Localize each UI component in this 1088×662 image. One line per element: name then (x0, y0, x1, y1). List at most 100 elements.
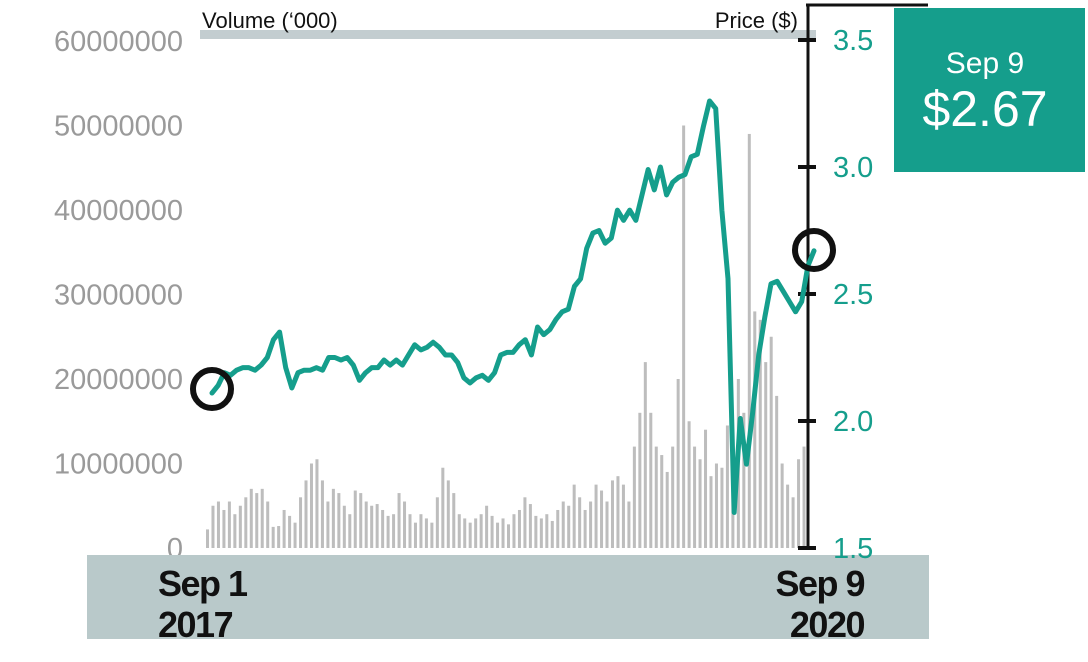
volume-bar (211, 505, 215, 548)
volume-bar (572, 484, 576, 549)
volume-bar (474, 518, 478, 548)
volume-bar (682, 125, 686, 548)
volume-bar (446, 480, 450, 548)
volume-bar (359, 493, 363, 548)
volume-bar (304, 480, 308, 548)
volume-bar (720, 467, 724, 548)
end-year-label: 2020 (790, 604, 865, 645)
volume-bar (512, 514, 516, 548)
volume-bar (583, 509, 587, 548)
volume-bar (638, 412, 642, 548)
volume-bar (375, 504, 379, 548)
volume-bar (698, 459, 702, 548)
volume-bar (271, 526, 275, 549)
volume-bar (457, 514, 461, 548)
volume-bar (430, 522, 434, 548)
volume-bar (539, 518, 543, 548)
volume-bar (266, 501, 270, 548)
date-band (87, 555, 929, 639)
volume-bar (550, 520, 554, 548)
volume-tick-labels: 60000000 50000000 40000000 30000000 20000000… (54, 26, 183, 565)
volume-bar (517, 509, 521, 548)
volume-bar (621, 484, 625, 549)
volume-bar (671, 446, 675, 548)
volume-bar (485, 505, 489, 548)
volume-bar (315, 459, 319, 548)
volume-bar (479, 514, 483, 548)
volume-tick-label: 60000000 (54, 26, 183, 58)
volume-bar (403, 501, 407, 548)
volume-bar (654, 446, 658, 548)
volume-bar (709, 476, 713, 548)
price-tick-label: 1.5 (833, 533, 873, 565)
volume-bar (534, 515, 538, 548)
volume-bar (501, 518, 505, 548)
volume-tick-label: 10000000 (54, 449, 183, 481)
volume-bar (370, 505, 374, 548)
callout-date: Sep 9 (946, 47, 1024, 80)
volume-bar (714, 463, 718, 548)
volume-bar (463, 518, 467, 548)
volume-bar (288, 515, 292, 548)
volume-bar (605, 501, 609, 548)
volume-bar (222, 509, 226, 548)
volume-bar (337, 493, 341, 548)
volume-bar (556, 509, 560, 548)
volume-bar (616, 476, 620, 548)
volume-bar (747, 133, 751, 548)
volume-bar (797, 459, 801, 548)
volume-bar (561, 501, 565, 548)
volume-bar (704, 429, 708, 548)
callout-box (894, 8, 1085, 172)
price-tick-marks: 3.5 3.0 2.5 2.0 1.5 (798, 25, 873, 565)
volume-bar (309, 463, 313, 548)
volume-bar (600, 490, 604, 548)
end-date-label: Sep 9 (775, 563, 864, 604)
volume-bar (786, 484, 790, 549)
volume-bar (753, 311, 757, 548)
volume-bar (424, 518, 428, 548)
volume-bar (643, 362, 647, 548)
volume-bar (545, 514, 549, 548)
volume-axis-title: Volume (‘000) (202, 8, 338, 33)
volume-tick-label: 50000000 (54, 111, 183, 143)
start-date-label: Sep 1 (158, 563, 248, 604)
price-axis-title: Price ($) (715, 8, 798, 33)
volume-bar (780, 463, 784, 548)
price-tick-label: 3.0 (833, 152, 873, 184)
price-line (209, 98, 817, 515)
volume-bar (364, 501, 368, 548)
volume-bar (326, 501, 330, 548)
volume-bar (523, 497, 527, 548)
volume-bar (627, 501, 631, 548)
volume-bar (649, 412, 653, 548)
volume-bar (791, 497, 795, 548)
volume-bar (238, 505, 242, 548)
price-tick-label: 3.5 (833, 25, 873, 57)
volume-bar (244, 497, 248, 548)
volume-bar (758, 319, 762, 548)
volume-bar (381, 509, 385, 548)
volume-bar (742, 412, 746, 548)
volume-bar (348, 514, 352, 548)
volume-tick-label: 40000000 (54, 195, 183, 227)
volume-bar (397, 493, 401, 548)
header-rule (200, 30, 816, 39)
volume-bar (419, 514, 423, 548)
volume-bar (578, 497, 582, 548)
volume-bar (567, 505, 571, 548)
volume-bar (452, 493, 456, 548)
volume-tick-label: 30000000 (54, 280, 183, 312)
volume-bar (233, 514, 237, 548)
volume-bar (610, 480, 614, 548)
volume-bar (665, 471, 669, 548)
volume-bar (216, 501, 220, 548)
price-tick-label: 2.0 (833, 406, 873, 438)
volume-bar (490, 515, 494, 548)
volume-tick-label: 20000000 (54, 364, 183, 396)
volume-bar (693, 446, 697, 548)
volume-bar (725, 425, 729, 548)
volume-bar (441, 467, 445, 548)
volume-bar (764, 362, 768, 548)
